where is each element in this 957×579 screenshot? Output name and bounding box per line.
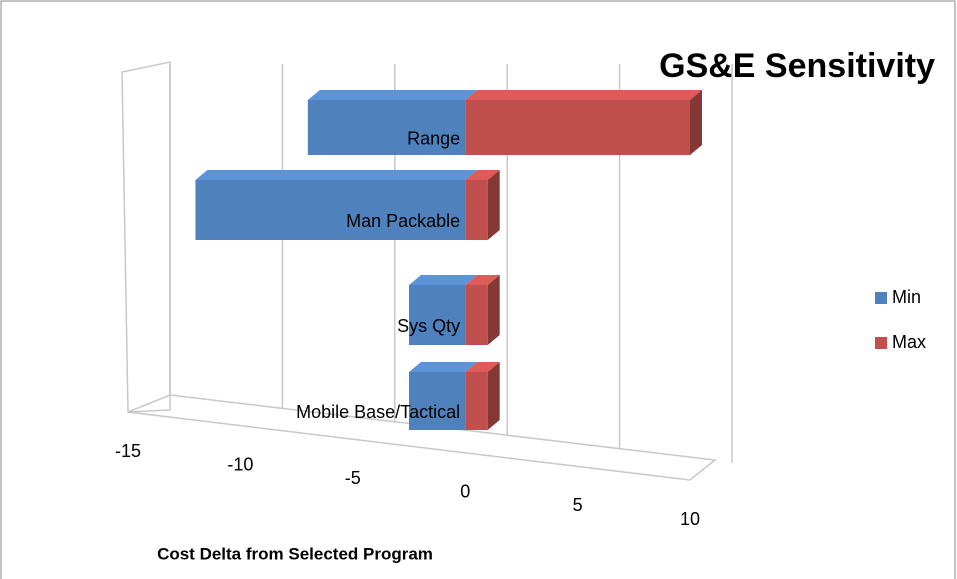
chart-title: GS&E Sensitivity bbox=[659, 47, 935, 85]
x-tick-label: -10 bbox=[227, 454, 253, 474]
bar bbox=[465, 372, 488, 430]
bar-top bbox=[195, 170, 478, 180]
bar-top bbox=[465, 170, 500, 180]
bar bbox=[465, 285, 488, 345]
x-tick-label: 0 bbox=[460, 482, 470, 502]
bar-side bbox=[690, 90, 702, 155]
bar bbox=[465, 180, 488, 240]
bar bbox=[195, 180, 466, 240]
bar bbox=[409, 285, 466, 345]
category-label: Sys Qty bbox=[397, 316, 460, 336]
bar-top bbox=[465, 275, 500, 285]
x-tick-label: 10 bbox=[680, 509, 700, 529]
bar-top bbox=[307, 90, 478, 100]
floor bbox=[127, 394, 717, 481]
legend-swatch bbox=[875, 292, 887, 304]
category-label: Man Packable bbox=[346, 211, 460, 231]
legend-swatch bbox=[875, 337, 887, 349]
legend-label: Min bbox=[892, 287, 921, 307]
category-label: Mobile Base/Tactical bbox=[296, 402, 460, 422]
bar bbox=[409, 372, 466, 430]
bar-side bbox=[487, 170, 500, 240]
bar-top bbox=[465, 90, 702, 100]
bar-side bbox=[487, 362, 500, 430]
bar-top bbox=[409, 275, 478, 285]
bar-top bbox=[465, 362, 500, 372]
category-label: Range bbox=[407, 128, 460, 148]
bar bbox=[307, 100, 466, 155]
x-tick-label: -5 bbox=[345, 468, 361, 488]
legend-label: Max bbox=[892, 332, 926, 352]
side-wall bbox=[121, 61, 171, 413]
bar bbox=[465, 100, 690, 155]
x-axis-label: Cost Delta from Selected Program bbox=[157, 544, 433, 563]
bar-side bbox=[487, 275, 500, 345]
x-tick-label: -15 bbox=[115, 441, 141, 461]
x-tick-label: 5 bbox=[573, 495, 583, 515]
bar-top bbox=[409, 362, 478, 372]
